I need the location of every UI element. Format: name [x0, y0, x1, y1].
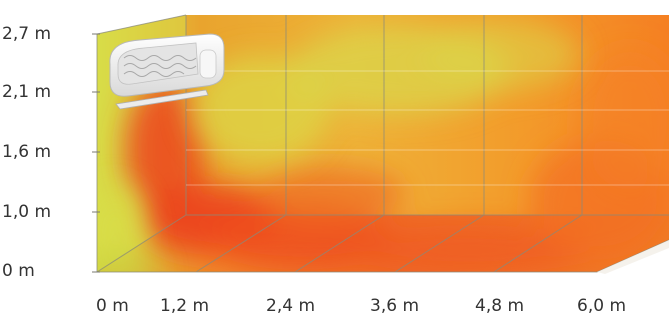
x-label-0m: 0 m	[96, 296, 129, 316]
y-label-1-0m: 1,0 m	[2, 202, 51, 222]
y-label-0m: 0 m	[2, 261, 35, 281]
x-label-6-0m: 6,0 m	[577, 296, 626, 316]
hot-air-plume	[125, 50, 669, 272]
x-label-3-6m: 3,6 m	[370, 296, 419, 316]
wall-height-lines	[186, 70, 669, 186]
x-label-4-8m: 4,8 m	[475, 296, 524, 316]
room-grid	[96, 14, 669, 273]
y-label-2-1m: 2,1 m	[2, 82, 51, 102]
x-label-2-4m: 2,4 m	[266, 296, 315, 316]
air-conditioner-icon	[109, 33, 225, 110]
cool-zones	[97, 20, 580, 272]
y-label-2-7m: 2,7 m	[2, 24, 51, 44]
y-label-1-6m: 1,6 m	[2, 142, 51, 162]
x-label-1-2m: 1,2 m	[160, 296, 209, 316]
y-axis-ticks	[92, 33, 100, 273]
floor-edge	[597, 240, 669, 274]
